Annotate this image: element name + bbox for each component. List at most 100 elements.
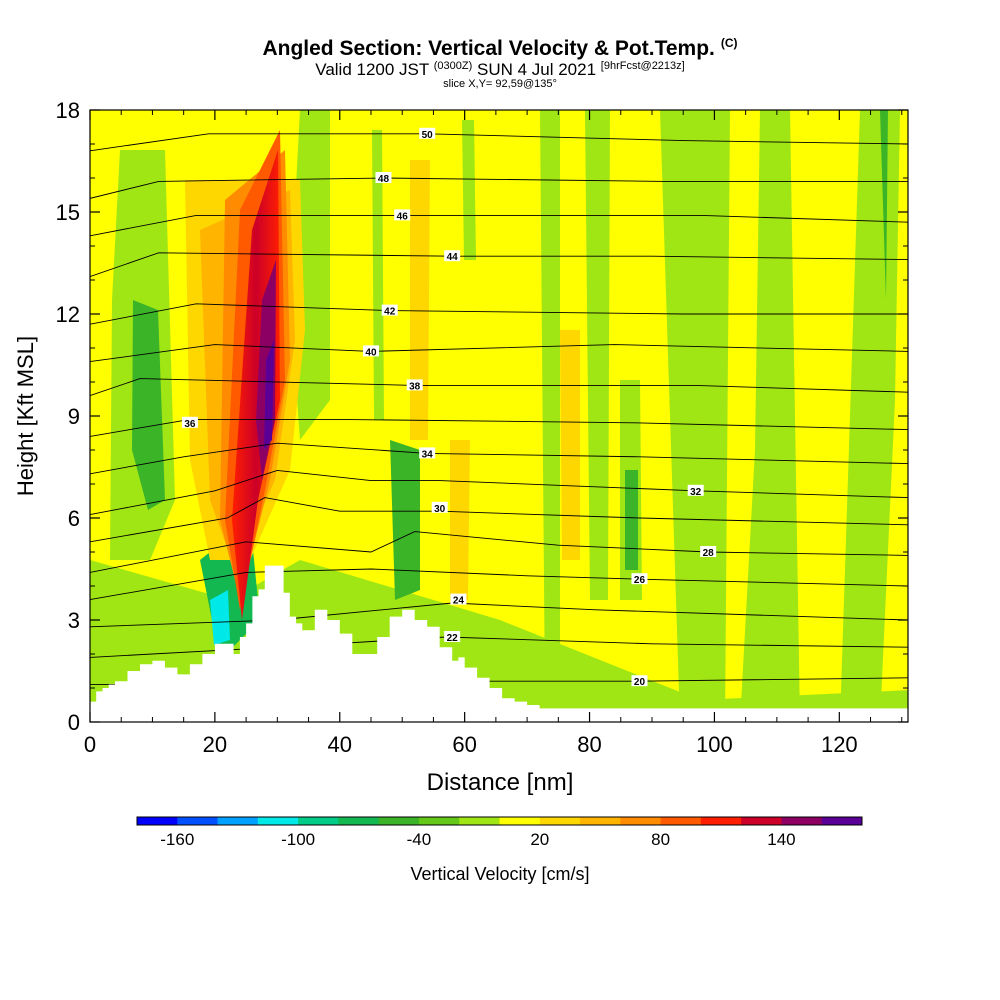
x-tick-label: 20 bbox=[203, 732, 227, 757]
x-axis: 0 20 40 60 80 100 120 bbox=[84, 110, 903, 757]
colorbar-tick-label: 140 bbox=[767, 830, 795, 849]
colorbar-tick-label: -100 bbox=[281, 830, 315, 849]
colorbar-swatch bbox=[781, 817, 823, 825]
contour-label: 42 bbox=[384, 307, 396, 318]
colorbar-swatch bbox=[499, 817, 541, 825]
contour-label: 26 bbox=[634, 575, 646, 586]
contour-label-bg bbox=[181, 416, 198, 428]
field-band-dark-mid5 bbox=[625, 470, 638, 570]
theta-contour bbox=[90, 442, 908, 475]
colorbar-tick-label: 20 bbox=[530, 830, 549, 849]
colorbar-frame bbox=[136, 816, 863, 826]
colorbar-swatch bbox=[821, 817, 863, 825]
colorbar-swatch bbox=[580, 817, 621, 825]
contour-label: 40 bbox=[365, 347, 377, 358]
y-tick-label: 3 bbox=[68, 608, 80, 633]
colorbar-swatch bbox=[217, 817, 259, 825]
contour-label-bg bbox=[631, 675, 648, 687]
field-updraft-weak1 bbox=[410, 160, 430, 440]
colorbar-swatch bbox=[660, 817, 702, 825]
field-updraft-weak3 bbox=[560, 330, 580, 560]
contour-label: 20 bbox=[634, 677, 646, 688]
colorbar-swatch bbox=[257, 817, 299, 825]
theta-contour bbox=[90, 497, 908, 543]
y-tick-label: 12 bbox=[56, 302, 80, 327]
colorbar-tick-label: -160 bbox=[160, 830, 194, 849]
y-tick-label: 9 bbox=[68, 404, 80, 429]
contour-label-bg bbox=[419, 447, 436, 459]
field-band-green-mid3 bbox=[462, 120, 476, 260]
x-tick-label: 0 bbox=[84, 732, 96, 757]
field-band-green-mid4 bbox=[585, 110, 610, 600]
colorbar-swatch bbox=[298, 817, 339, 825]
contour-label-bg bbox=[444, 631, 461, 642]
y-tick-label: 6 bbox=[68, 506, 80, 531]
colorbar-swatch bbox=[137, 817, 178, 825]
theta-contour bbox=[90, 418, 908, 437]
theta-contour-labels: 20 22 24 26 28 30 32 34 36 38 40 42 44 46 48 50 bbox=[181, 127, 717, 688]
field-band-yellow-strip bbox=[725, 110, 760, 722]
colorbar-swatch bbox=[741, 817, 782, 825]
x-tick-label: 100 bbox=[696, 732, 733, 757]
contour-label-bg bbox=[431, 501, 448, 513]
contour-label: 50 bbox=[422, 130, 434, 141]
contour-label-bg bbox=[394, 209, 411, 221]
field-updraft-weak2 bbox=[450, 440, 470, 600]
y-tick-label: 18 bbox=[56, 98, 80, 123]
contour-label-bg bbox=[444, 250, 461, 262]
colorbar: -160 -100 -40 20 80 140 bbox=[136, 816, 863, 849]
x-tick-label: 60 bbox=[452, 732, 476, 757]
slice-label: slice X,Y= 92,59@135° bbox=[443, 78, 557, 90]
colorbar-swatch bbox=[378, 817, 420, 825]
colorbar-tick-label: -40 bbox=[407, 830, 432, 849]
colorbar-tick-label: 80 bbox=[651, 830, 670, 849]
terrain-profile bbox=[90, 565, 908, 722]
plot-field: 20 22 24 26 28 30 32 34 36 38 40 42 44 46 48 50 bbox=[90, 110, 908, 722]
contour-label-bg bbox=[450, 593, 467, 605]
contour-label-bg bbox=[687, 484, 704, 496]
colorbar-swatch bbox=[700, 817, 742, 825]
contour-label-bg bbox=[362, 345, 379, 357]
contour-label-bg bbox=[419, 127, 436, 139]
colorbar-swatch bbox=[338, 817, 380, 825]
contour-label-bg bbox=[406, 379, 423, 391]
contour-label: 44 bbox=[447, 252, 459, 263]
contour-label: 36 bbox=[184, 419, 196, 430]
theta-contour bbox=[90, 568, 908, 601]
field-cell-max bbox=[264, 340, 274, 450]
y-axis-label: Height [Kft MSL] bbox=[13, 336, 38, 496]
contour-label-bg bbox=[381, 304, 398, 316]
field-cell-core bbox=[232, 150, 280, 620]
colorbar-swatch bbox=[177, 817, 219, 825]
colorbar-swatch bbox=[418, 817, 460, 825]
contour-label: 46 bbox=[397, 211, 409, 222]
colorbar-swatch bbox=[539, 817, 581, 825]
contour-label: 32 bbox=[690, 487, 702, 498]
chart-subtitle: Valid 1200 JST (0300Z) SUN 4 Jul 2021 [9… bbox=[315, 60, 685, 79]
contour-label-bg bbox=[700, 546, 717, 557]
field-band-dark-far-east bbox=[878, 110, 888, 300]
colorbar-label: Vertical Velocity [cm/s] bbox=[410, 864, 589, 884]
contour-label: 22 bbox=[447, 633, 459, 644]
field-downdraft-mid bbox=[390, 440, 420, 600]
colorbar-swatch bbox=[620, 817, 662, 825]
y-tick-label: 15 bbox=[56, 200, 80, 225]
x-tick-label: 80 bbox=[577, 732, 601, 757]
contour-label-bg bbox=[631, 573, 648, 585]
chart-title: Angled Section: Vertical Velocity & Pot.… bbox=[262, 36, 738, 60]
contour-label: 30 bbox=[434, 504, 446, 515]
colorbar-swatch bbox=[459, 817, 500, 825]
contour-label: 38 bbox=[409, 381, 421, 392]
contour-label-bg bbox=[375, 172, 392, 183]
x-tick-label: 40 bbox=[328, 732, 352, 757]
field-band-green-mid6 bbox=[540, 110, 560, 700]
field-downdraft-core bbox=[210, 590, 230, 645]
x-tick-label: 120 bbox=[821, 732, 858, 757]
contour-label: 34 bbox=[422, 449, 434, 460]
x-axis-label: Distance [nm] bbox=[427, 769, 574, 796]
y-tick-label: 0 bbox=[68, 710, 80, 735]
contour-label: 48 bbox=[378, 174, 390, 185]
contour-label: 28 bbox=[703, 548, 715, 559]
